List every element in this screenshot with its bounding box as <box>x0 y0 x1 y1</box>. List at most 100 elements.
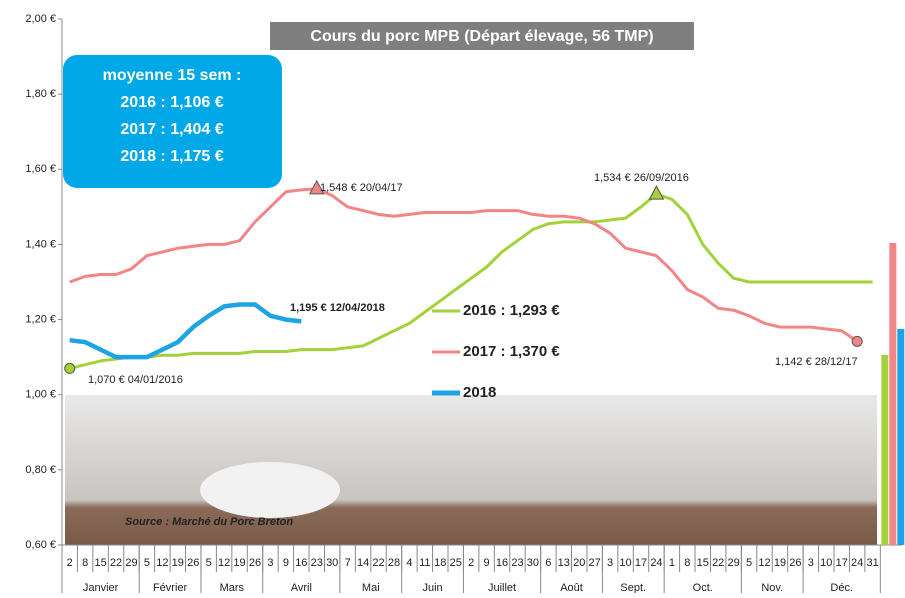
x-tick-label: 8 <box>82 557 88 569</box>
x-tick-label: 10 <box>619 557 631 569</box>
average-box <box>63 55 282 188</box>
x-tick-label: 30 <box>527 557 539 569</box>
x-tick-label: 1 <box>669 557 675 569</box>
y-tick-label: 1,00 € <box>25 389 56 401</box>
x-tick-label: 19 <box>774 557 786 569</box>
legend-label: 2017 : 1,370 € <box>463 343 560 360</box>
x-tick-label: 22 <box>110 557 122 569</box>
y-tick-label: 1,20 € <box>25 313 56 325</box>
average-bar <box>889 242 897 545</box>
x-tick-label: 9 <box>484 557 490 569</box>
marker <box>851 335 863 347</box>
x-tick-label: 22 <box>712 557 724 569</box>
average-line: 2016 : 1,106 € <box>120 94 223 111</box>
x-tick-label: 24 <box>650 557 662 569</box>
x-tick-label: 2 <box>468 557 474 569</box>
series-line <box>69 192 873 370</box>
photo-figure <box>200 462 340 518</box>
x-tick-label: 18 <box>434 557 446 569</box>
x-tick-label: 14 <box>357 557 369 569</box>
x-tick-label: 5 <box>206 557 212 569</box>
month-label: Juin <box>422 582 442 593</box>
x-tick-label: 16 <box>496 557 508 569</box>
annotation: 1,070 € 04/01/2016 <box>88 374 183 386</box>
x-tick-label: 25 <box>450 557 462 569</box>
average-line: 2017 : 1,404 € <box>120 121 223 138</box>
series-line <box>69 302 302 360</box>
x-tick-label: 23 <box>511 557 523 569</box>
month-label: Sept. <box>620 582 646 593</box>
x-tick-label: 19 <box>172 557 184 569</box>
x-tick-label: 15 <box>94 557 106 569</box>
x-tick-label: 27 <box>589 557 601 569</box>
marker <box>64 362 76 374</box>
average-line: 2018 : 1,175 € <box>120 148 223 165</box>
series-line <box>69 187 859 343</box>
month-label: Juillet <box>488 582 516 593</box>
x-tick-label: 5 <box>746 557 752 569</box>
x-tick-label: 11 <box>419 557 430 569</box>
x-tick-label: 9 <box>283 557 289 569</box>
x-tick-label: 12 <box>218 557 230 569</box>
x-tick-label: 24 <box>851 557 863 569</box>
legend-label: 2016 : 1,293 € <box>463 302 560 319</box>
x-tick-label: 2 <box>67 557 73 569</box>
y-tick-label: 1,40 € <box>25 238 56 250</box>
x-tick-label: 12 <box>156 557 168 569</box>
month-label: Février <box>153 582 188 593</box>
x-tick-label: 4 <box>406 557 412 569</box>
x-tick-label: 28 <box>388 557 400 569</box>
x-tick-label: 26 <box>789 557 801 569</box>
x-tick-label: 7 <box>345 557 351 569</box>
month-label: Janvier <box>83 582 119 593</box>
marker <box>308 179 325 195</box>
legend-label: 2018 <box>463 384 496 401</box>
y-tick-label: 0,80 € <box>25 464 56 476</box>
x-tick-label: 23 <box>311 557 323 569</box>
month-label: Avril <box>291 582 312 593</box>
x-tick-label: 26 <box>187 557 199 569</box>
background-photo <box>65 395 877 545</box>
annotation: 1,195 € 12/04/2018 <box>290 302 385 314</box>
month-label: Déc. <box>830 582 853 593</box>
month-label: Août <box>560 582 583 593</box>
x-tick-label: 29 <box>728 557 740 569</box>
x-tick-label: 12 <box>758 557 770 569</box>
x-tick-label: 31 <box>866 557 878 569</box>
x-tick-label: 5 <box>144 557 150 569</box>
y-tick-label: 1,60 € <box>25 163 56 175</box>
x-tick-label: 17 <box>836 557 848 569</box>
x-tick-label: 17 <box>635 557 647 569</box>
chart-title: Cours du porc MPB (Départ élevage, 56 TM… <box>310 28 653 45</box>
x-tick-label: 16 <box>295 557 307 569</box>
x-tick-label: 29 <box>125 557 137 569</box>
x-tick-label: 3 <box>607 557 613 569</box>
x-tick-label: 26 <box>249 557 261 569</box>
y-tick-label: 2,00 € <box>25 13 56 25</box>
x-tick-label: 13 <box>558 557 570 569</box>
month-label: Mars <box>220 582 245 593</box>
average-bar <box>897 328 905 545</box>
month-label: Nov. <box>761 582 783 593</box>
y-tick-label: 0,60 € <box>25 539 56 551</box>
average-title: moyenne 15 sem : <box>103 67 242 84</box>
average-bar <box>881 354 889 545</box>
x-tick-label: 22 <box>372 557 384 569</box>
x-tick-label: 6 <box>545 557 551 569</box>
x-tick-label: 30 <box>326 557 338 569</box>
title-box <box>270 22 694 50</box>
x-tick-label: 3 <box>808 557 814 569</box>
marker <box>648 185 665 200</box>
x-tick-label: 19 <box>233 557 245 569</box>
x-tick-label: 15 <box>697 557 709 569</box>
annotation: 1,548 € 20/04/17 <box>320 182 403 194</box>
source: Source : Marché du Porc Breton <box>125 516 293 528</box>
y-tick-label: 1,80 € <box>25 88 56 100</box>
x-tick-label: 8 <box>684 557 690 569</box>
x-tick-label: 3 <box>267 557 273 569</box>
annotation: 1,534 € 26/09/2016 <box>594 172 689 184</box>
annotation: 1,142 € 28/12/17 <box>775 356 858 368</box>
month-label: Oct. <box>693 582 713 593</box>
x-tick-label: 20 <box>573 557 585 569</box>
